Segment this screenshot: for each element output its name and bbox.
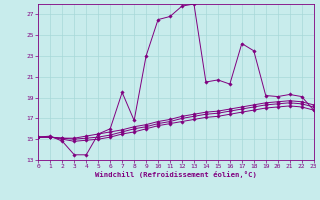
X-axis label: Windchill (Refroidissement éolien,°C): Windchill (Refroidissement éolien,°C): [95, 171, 257, 178]
